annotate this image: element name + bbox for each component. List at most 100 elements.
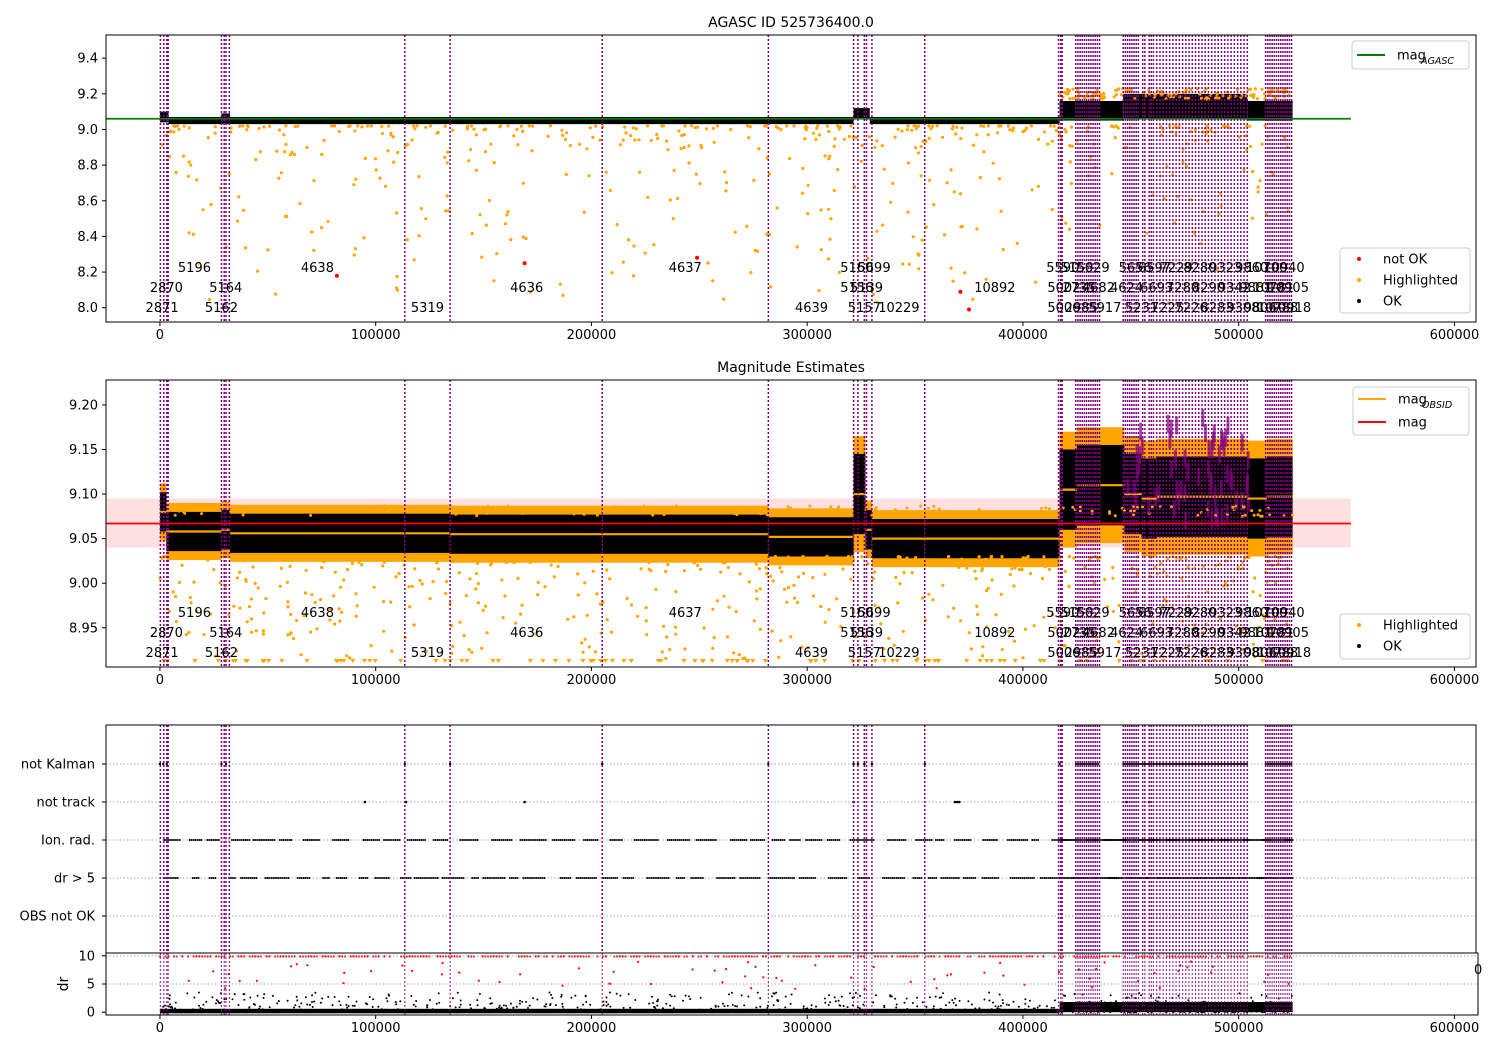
flag-marker <box>628 877 631 879</box>
flag-marker <box>1106 877 1109 879</box>
highlighted-point <box>919 174 923 178</box>
flag-marker <box>930 839 933 841</box>
flag-marker <box>751 839 754 841</box>
dr-not-ok-point <box>401 964 404 967</box>
flag-marker <box>1132 839 1135 841</box>
flag-marker <box>692 877 695 879</box>
flag-marker <box>266 877 269 879</box>
panel1-ytick-label: 8.8 <box>77 159 98 174</box>
highlighted-point <box>389 133 393 137</box>
highlighted-point <box>587 645 591 649</box>
highlighted-point <box>1221 124 1225 128</box>
highlighted-point <box>243 246 248 250</box>
highlighted-point <box>1050 139 1054 143</box>
dr-clipped-point <box>195 955 198 958</box>
highlighted-point <box>581 650 585 654</box>
highlighted-point <box>764 124 768 128</box>
dr-ok-point <box>231 998 234 1001</box>
highlighted-point <box>528 560 532 565</box>
flag-marker <box>720 877 722 879</box>
highlighted-point <box>1184 557 1188 561</box>
obsid-label: 9881 <box>1239 281 1272 296</box>
highlighted-point <box>873 145 877 149</box>
clipped-point-marker <box>914 659 920 663</box>
flag-marker <box>469 839 471 841</box>
highlighted-point <box>282 505 286 508</box>
flag-marker <box>506 839 509 841</box>
flag-marker <box>701 877 704 879</box>
highlighted-point <box>637 138 641 142</box>
dr-ok-point <box>846 1006 849 1009</box>
flag-marker <box>615 839 617 841</box>
flag-marker <box>575 877 578 879</box>
highlighted-point <box>275 149 279 153</box>
flag-marker <box>739 877 742 879</box>
flag-marker <box>214 877 217 879</box>
flag-marker <box>176 877 179 879</box>
dr-clipped-point <box>1017 955 1020 958</box>
highlighted-point <box>480 646 484 650</box>
highlighted-point <box>910 571 914 575</box>
highlighted-point <box>625 596 629 601</box>
flag-marker <box>251 877 254 879</box>
flag-marker <box>300 877 303 879</box>
highlighted-point <box>594 124 598 128</box>
dr-ok-point <box>776 999 779 1002</box>
flag-marker <box>888 839 891 841</box>
highlighted-point <box>636 614 640 618</box>
highlighted-point <box>800 645 804 649</box>
highlighted-point <box>897 555 901 559</box>
highlighted-point <box>1111 609 1116 614</box>
legend-box <box>1351 40 1470 70</box>
highlighted-point <box>608 577 612 581</box>
dr-ok-point <box>268 1006 271 1009</box>
dr-clipped-point <box>520 955 523 958</box>
flag-marker <box>386 839 389 841</box>
dr-clipped-point <box>1283 955 1286 958</box>
flag-marker <box>677 877 680 879</box>
flag-marker <box>755 839 758 841</box>
flag-marker <box>1031 839 1034 841</box>
highlighted-point <box>801 554 805 559</box>
highlighted-point <box>671 217 675 221</box>
highlighted-point <box>516 143 520 147</box>
dr-clipped-point <box>618 955 622 958</box>
highlighted-point <box>213 125 217 129</box>
legend-marker-swatch <box>1357 257 1361 261</box>
flag-marker <box>530 877 532 879</box>
flag-marker <box>992 839 994 841</box>
flag-marker <box>533 839 535 841</box>
highlighted-point <box>795 600 800 605</box>
dr-ok-point <box>938 996 941 999</box>
highlighted-point <box>254 629 258 633</box>
flag-marker <box>965 839 968 841</box>
highlighted-point <box>1064 221 1068 225</box>
highlighted-point <box>412 623 416 627</box>
flag-marker <box>988 839 991 841</box>
clipped-point-marker <box>872 659 878 663</box>
panel2-xtick-label: 300000 <box>782 673 832 688</box>
highlighted-point <box>687 144 691 148</box>
highlighted-point <box>682 145 686 150</box>
highlighted-point <box>366 124 370 128</box>
flag-marker <box>278 839 281 841</box>
flag-marker <box>896 839 899 841</box>
highlighted-point <box>1256 185 1260 189</box>
highlighted-point <box>900 129 904 133</box>
flag-marker <box>1238 763 1241 765</box>
dr-ok-point <box>293 1006 295 1009</box>
highlighted-point <box>676 196 680 201</box>
highlighted-point <box>595 513 599 517</box>
flag-marker <box>651 839 653 841</box>
highlighted-point <box>829 217 833 221</box>
legend-line-label: mag <box>1398 416 1427 431</box>
flag-marker <box>1139 839 1142 841</box>
flag-marker <box>304 877 307 879</box>
dr-ok-point <box>810 1004 813 1007</box>
dr-clipped-point <box>282 955 285 958</box>
highlighted-point <box>795 245 799 249</box>
dr-ok-point <box>476 1004 479 1007</box>
highlighted-point <box>604 170 608 174</box>
flag-marker <box>1270 839 1273 841</box>
highlighted-point <box>986 133 990 137</box>
